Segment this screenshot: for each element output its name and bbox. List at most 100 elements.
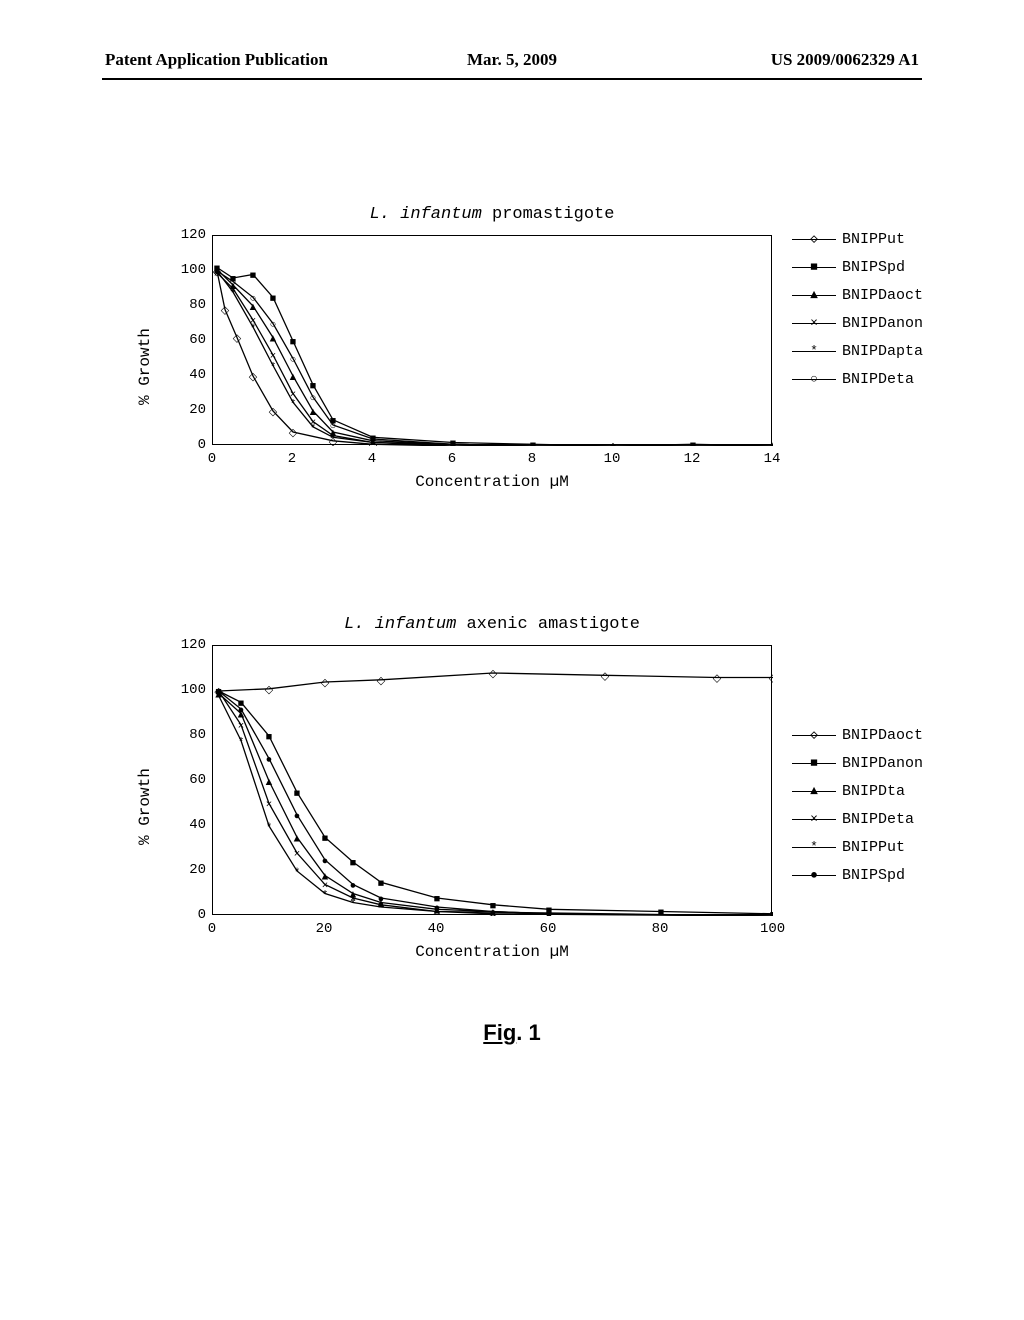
header-pubno: US 2009/0062329 A1 xyxy=(771,50,919,70)
chart1-curves: ◇◇◇◇◇◇◇◇◇◇◇◇■■■■■■■■■■■■■▲▲▲▲▲▲▲▲▲▲▲××××… xyxy=(213,236,773,446)
chart-promastigote: L. infantum promastigote ◇◇◇◇◇◇◇◇◇◇◇◇■■■… xyxy=(92,205,932,535)
svg-text:●: ● xyxy=(350,880,357,892)
svg-text:▲: ▲ xyxy=(264,776,275,788)
legend-marker-icon: ▲ xyxy=(810,289,818,302)
svg-text:●: ● xyxy=(378,893,385,905)
figure-caption-fig: Fig xyxy=(483,1020,516,1045)
svg-text:×: × xyxy=(238,720,244,732)
svg-text:*: * xyxy=(251,322,256,334)
xtick-label: 60 xyxy=(536,921,560,937)
svg-text:◇: ◇ xyxy=(713,673,722,685)
legend-item: ▲BNIPDaoct xyxy=(792,285,923,305)
legend-swatch: ▲ xyxy=(792,783,836,799)
chart2-legend: ◇BNIPDaoct■BNIPDanon▲BNIPDta×BNIPDeta*BN… xyxy=(792,725,923,893)
legend-swatch: ■ xyxy=(792,259,836,275)
svg-text:◇: ◇ xyxy=(321,677,330,689)
xtick-label: 80 xyxy=(648,921,672,937)
svg-text:*: * xyxy=(271,361,276,373)
svg-text:◇: ◇ xyxy=(769,673,773,685)
svg-text:*: * xyxy=(239,736,244,748)
chart2-xlabel: Concentration µM xyxy=(212,943,772,961)
legend-label: BNIPSpd xyxy=(842,259,905,276)
svg-text:○: ○ xyxy=(290,354,297,366)
chart1-ylabel: % Growth xyxy=(136,328,154,405)
legend-label: BNIPDeta xyxy=(842,371,914,388)
header-left: Patent Application Publication xyxy=(105,50,328,70)
chart1-title-rest: promastigote xyxy=(482,205,615,224)
svg-text:■: ■ xyxy=(350,857,357,869)
page-header: Patent Application Publication Mar. 5, 2… xyxy=(0,50,1024,70)
legend-label: BNIPPut xyxy=(842,231,905,248)
chart1-legend: ◇ BNIPPut ■ BNIPSpd ▲BNIPDaoct × BNIPDanon * BNI… xyxy=(792,229,923,397)
legend-item: ● BNIPSpd xyxy=(792,865,923,885)
svg-text:■: ■ xyxy=(690,439,697,446)
legend-label: BNIPSpd xyxy=(842,867,905,884)
legend-label: BNIPDanon xyxy=(842,755,923,772)
legend-swatch: * xyxy=(792,343,836,359)
ytick-label: 60 xyxy=(172,772,206,788)
svg-text:◇: ◇ xyxy=(601,670,610,682)
svg-text:●: ● xyxy=(770,911,773,916)
legend-marker-icon: ○ xyxy=(810,373,818,386)
ytick-label: 80 xyxy=(172,727,206,743)
svg-text:●: ● xyxy=(322,855,329,867)
svg-text:●: ● xyxy=(238,704,245,716)
xtick-label: 10 xyxy=(600,451,624,467)
svg-text:■: ■ xyxy=(290,336,297,348)
svg-text:■: ■ xyxy=(378,877,385,889)
svg-text:*: * xyxy=(231,287,236,299)
legend-marker-icon: ● xyxy=(810,869,818,882)
svg-text:●: ● xyxy=(266,754,273,766)
svg-text:*: * xyxy=(331,432,336,444)
legend-item: * BNIPPut xyxy=(792,837,923,857)
legend-marker-icon: ■ xyxy=(810,261,818,274)
legend-marker-icon: * xyxy=(810,345,818,358)
chart2-ylabel: % Growth xyxy=(136,768,154,845)
svg-text:●: ● xyxy=(546,909,553,916)
svg-text:*: * xyxy=(351,898,356,910)
legend-marker-icon: * xyxy=(810,841,818,854)
svg-text:*: * xyxy=(291,397,296,409)
legend-marker-icon: × xyxy=(810,317,818,330)
legend-swatch: ▲ xyxy=(792,287,836,303)
svg-text:◇: ◇ xyxy=(233,333,242,345)
svg-text:◇: ◇ xyxy=(265,684,274,696)
legend-item: ×BNIPDeta xyxy=(792,809,923,829)
svg-text:○: ○ xyxy=(370,434,377,446)
xtick-label: 6 xyxy=(440,451,464,467)
svg-text:▲: ▲ xyxy=(292,832,303,844)
legend-label: BNIPDaoct xyxy=(842,727,923,744)
legend-marker-icon: ■ xyxy=(810,757,818,770)
page: Patent Application Publication Mar. 5, 2… xyxy=(0,0,1024,1320)
xtick-label: 40 xyxy=(424,921,448,937)
svg-text:○: ○ xyxy=(250,292,257,304)
svg-text:◇: ◇ xyxy=(269,406,278,418)
svg-text:○: ○ xyxy=(310,392,317,404)
svg-text:*: * xyxy=(311,422,316,434)
svg-text:■: ■ xyxy=(250,270,257,282)
svg-text:■: ■ xyxy=(610,441,617,446)
svg-text:▲: ▲ xyxy=(268,333,279,345)
svg-text:◇: ◇ xyxy=(489,668,498,680)
chart2-title: L. infantum axenic amastigote xyxy=(212,615,772,634)
svg-text:○: ○ xyxy=(770,441,773,446)
svg-text:○: ○ xyxy=(270,319,277,331)
legend-swatch: × xyxy=(792,315,836,331)
legend-marker-icon: ◇ xyxy=(810,233,818,246)
chart2-title-italic: L. infantum xyxy=(344,615,456,634)
ytick-label: 100 xyxy=(172,262,206,278)
legend-swatch: × xyxy=(792,811,836,827)
svg-text:*: * xyxy=(295,866,300,878)
ytick-label: 80 xyxy=(172,297,206,313)
legend-label: BNIPPut xyxy=(842,839,905,856)
legend-marker-icon: × xyxy=(810,813,818,826)
chart-amastigote: L. infantum axenic amastigote ◇◇◇◇◇◇◇◇■■… xyxy=(92,615,932,995)
svg-text:○: ○ xyxy=(450,439,457,446)
legend-item: ◇ BNIPPut xyxy=(792,229,923,249)
xtick-label: 0 xyxy=(200,921,224,937)
legend-label: BNIPDanon xyxy=(842,315,923,332)
figure-caption-num: . 1 xyxy=(516,1020,540,1045)
ytick-label: 60 xyxy=(172,332,206,348)
chart2-curves: ◇◇◇◇◇◇◇◇■■■■■■■■■■■■▲▲▲▲▲▲▲▲▲▲▲×××××××××… xyxy=(213,646,773,916)
legend-swatch: ◇ xyxy=(792,231,836,247)
